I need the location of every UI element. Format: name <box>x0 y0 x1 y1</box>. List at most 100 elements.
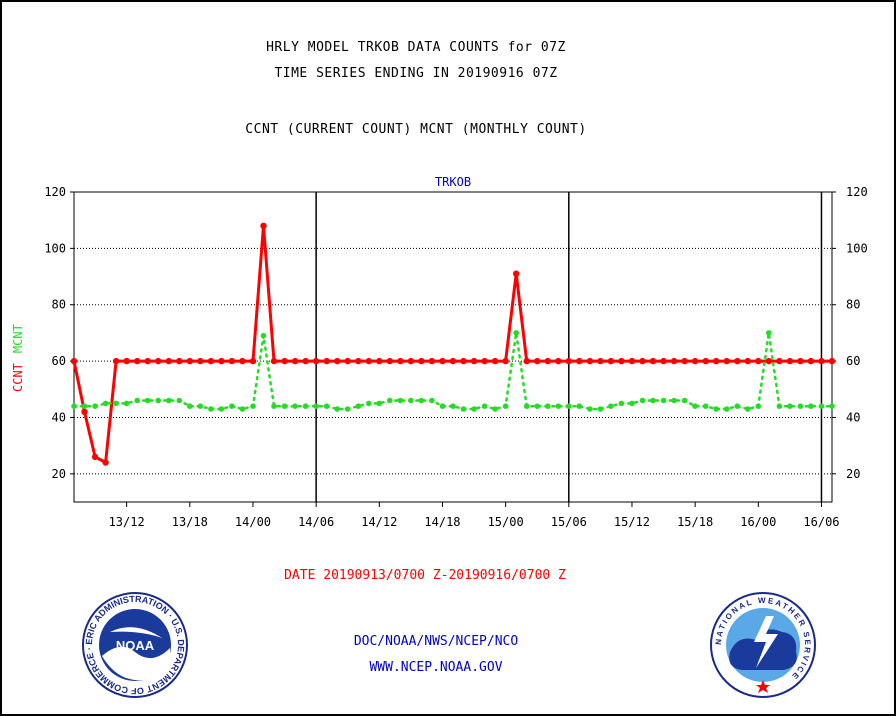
data-point-mcnt <box>502 403 509 410</box>
data-point-ccnt <box>449 357 457 365</box>
data-point-mcnt <box>597 406 604 412</box>
data-point-mcnt <box>629 400 635 407</box>
data-point-mcnt <box>144 397 151 404</box>
data-point-ccnt <box>270 357 278 365</box>
y-tick-label-right: 80 <box>846 298 860 312</box>
data-point-ccnt <box>470 357 478 365</box>
data-point-ccnt <box>586 357 594 365</box>
data-point-mcnt <box>429 397 435 404</box>
data-point-mcnt <box>481 403 488 410</box>
data-point-ccnt <box>365 357 372 365</box>
data-point-mcnt <box>344 406 351 412</box>
data-point-mcnt <box>829 403 835 410</box>
data-point-ccnt <box>502 357 509 365</box>
data-point-ccnt <box>323 357 330 365</box>
data-point-ccnt <box>197 357 204 365</box>
data-point-ccnt <box>134 357 141 365</box>
data-point-ccnt <box>723 357 730 365</box>
data-point-mcnt <box>260 332 267 339</box>
data-point-ccnt <box>639 357 646 365</box>
data-point-mcnt <box>513 330 519 336</box>
data-point-ccnt <box>755 357 762 365</box>
data-point-ccnt <box>618 357 625 365</box>
series-line-ccnt <box>72 225 832 465</box>
data-point-ccnt <box>418 357 425 365</box>
x-tick-label: 14/06 <box>298 515 334 529</box>
data-point-ccnt <box>386 357 393 365</box>
data-point-mcnt <box>660 397 667 404</box>
data-point-ccnt <box>797 357 804 365</box>
data-point-mcnt <box>155 397 161 404</box>
data-point-mcnt <box>755 403 762 410</box>
data-point-mcnt <box>187 403 193 410</box>
data-point-mcnt <box>492 406 498 412</box>
data-point-mcnt <box>71 403 77 410</box>
noaa-logo-text: NOAA <box>116 638 155 653</box>
data-point-mcnt <box>776 403 783 410</box>
data-point-mcnt <box>618 400 625 407</box>
data-point-mcnt <box>376 400 383 407</box>
data-point-mcnt <box>713 406 719 412</box>
data-point-ccnt <box>565 357 572 365</box>
data-point-ccnt <box>312 357 320 365</box>
data-point-ccnt <box>744 357 751 365</box>
x-tick-label: 15/18 <box>677 515 713 529</box>
data-point-mcnt <box>397 397 404 404</box>
chart-title-line2: TIME SERIES ENDING IN 20190916 07Z <box>274 66 558 81</box>
data-point-ccnt <box>302 357 309 365</box>
data-point-mcnt <box>566 403 572 410</box>
y-tick-label-left: 80 <box>52 298 66 312</box>
data-point-mcnt <box>292 403 298 410</box>
data-point-mcnt <box>460 406 467 412</box>
y-tick-label-right: 100 <box>846 241 868 255</box>
data-point-ccnt <box>260 222 267 229</box>
data-point-ccnt <box>544 357 551 365</box>
data-point-ccnt <box>291 357 299 365</box>
data-point-ccnt <box>186 357 193 365</box>
data-point-mcnt <box>102 400 109 407</box>
credits-line-1: DOC/NOAA/NWS/NCEP/NCO <box>353 634 519 649</box>
data-point-mcnt <box>334 406 341 412</box>
data-point-mcnt <box>818 403 825 410</box>
data-point-ccnt <box>176 357 183 365</box>
data-point-mcnt <box>587 406 593 412</box>
data-point-ccnt <box>713 357 720 365</box>
data-point-mcnt <box>745 406 751 412</box>
data-point-ccnt <box>207 357 215 365</box>
x-tick-label: 16/00 <box>740 515 776 529</box>
data-point-mcnt <box>650 397 656 404</box>
y-tick-label-right: 40 <box>846 410 860 424</box>
data-point-mcnt <box>134 397 140 404</box>
data-point-ccnt <box>355 357 362 365</box>
y-tick-label-right: 120 <box>846 185 868 199</box>
data-point-mcnt <box>313 403 319 410</box>
data-point-mcnt <box>576 403 583 410</box>
data-point-ccnt <box>155 357 162 365</box>
data-point-ccnt <box>144 357 151 365</box>
data-point-mcnt <box>113 400 119 407</box>
data-point-ccnt <box>702 357 709 365</box>
series-line-mcnt <box>72 332 834 411</box>
data-point-ccnt <box>102 459 109 466</box>
data-point-ccnt <box>123 357 130 365</box>
data-point-ccnt <box>81 408 88 415</box>
data-point-ccnt <box>765 357 772 365</box>
data-point-ccnt <box>70 357 78 365</box>
data-point-ccnt <box>607 357 615 365</box>
data-point-ccnt <box>628 357 636 365</box>
data-point-ccnt <box>670 357 678 365</box>
data-point-mcnt <box>229 403 235 410</box>
x-tick-label: 15/06 <box>551 515 587 529</box>
y-tick-label-right: 60 <box>846 354 860 368</box>
x-tick-label: 14/12 <box>361 515 397 529</box>
data-point-ccnt <box>776 357 783 365</box>
data-point-mcnt <box>197 403 204 410</box>
data-point-ccnt <box>407 357 415 365</box>
data-point-mcnt <box>450 403 456 410</box>
y-axis-label-ccnt: CCNT <box>11 363 25 392</box>
data-point-ccnt <box>786 357 794 365</box>
data-point-mcnt <box>766 330 772 336</box>
data-point-mcnt <box>545 403 551 410</box>
data-point-mcnt <box>123 400 130 407</box>
x-tick-label: 14/18 <box>424 515 460 529</box>
